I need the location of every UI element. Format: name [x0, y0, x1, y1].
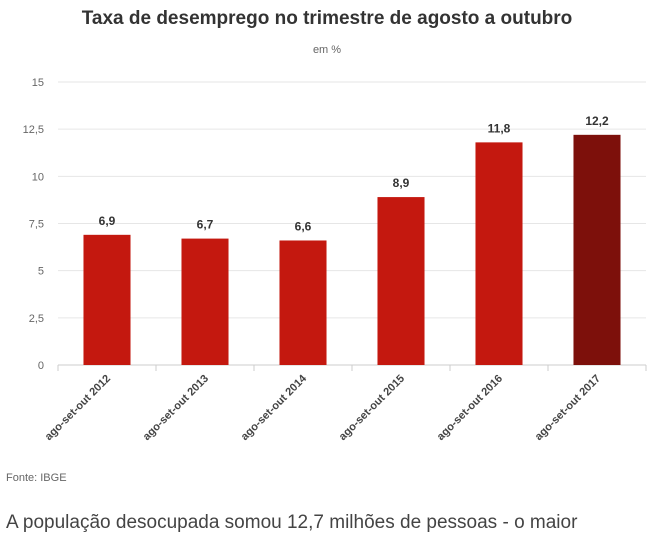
x-tick-label: ago-set-out 2014 [239, 372, 310, 443]
data-label: 6,7 [197, 218, 214, 232]
bar [181, 238, 229, 365]
source-note: Fonte: IBGE [6, 472, 67, 484]
x-tick-label: ago-set-out 2015 [337, 373, 407, 443]
article-caption: A população desocupada somou 12,7 milhõe… [6, 512, 578, 533]
bar [83, 234, 131, 365]
data-label: 8,9 [393, 176, 410, 190]
y-tick-label: 15 [32, 77, 44, 89]
y-tick-label: 7,5 [29, 219, 44, 231]
x-tick-label: ago-set-out 2016 [435, 373, 505, 443]
bar [475, 142, 523, 365]
y-tick-label: 2,5 [29, 313, 44, 325]
y-tick-label: 10 [32, 171, 44, 183]
y-tick-label: 12,5 [23, 124, 44, 136]
bar [573, 134, 621, 365]
bar-chart: 0 2,5 5 7,5 10 12,5 15 6,9 ago-set-out 2012 6,7 ag… [23, 77, 647, 443]
bar [377, 197, 425, 365]
data-label: 6,6 [295, 219, 312, 233]
data-label: 6,9 [99, 214, 116, 228]
chart-title: Taxa de desemprego no trimestre de agost… [81, 8, 573, 29]
x-tick-label: ago-set-out 2017 [533, 373, 603, 443]
x-tick-label: ago-set-out 2012 [43, 373, 113, 443]
data-label: 11,8 [488, 121, 511, 135]
bar [279, 240, 327, 365]
data-label: 12,2 [585, 114, 609, 128]
y-tick-label: 0 [38, 360, 44, 372]
chart-subtitle: em % [312, 44, 342, 56]
y-tick-label: 5 [38, 266, 44, 278]
x-tick-label: ago-set-out 2013 [141, 373, 211, 443]
